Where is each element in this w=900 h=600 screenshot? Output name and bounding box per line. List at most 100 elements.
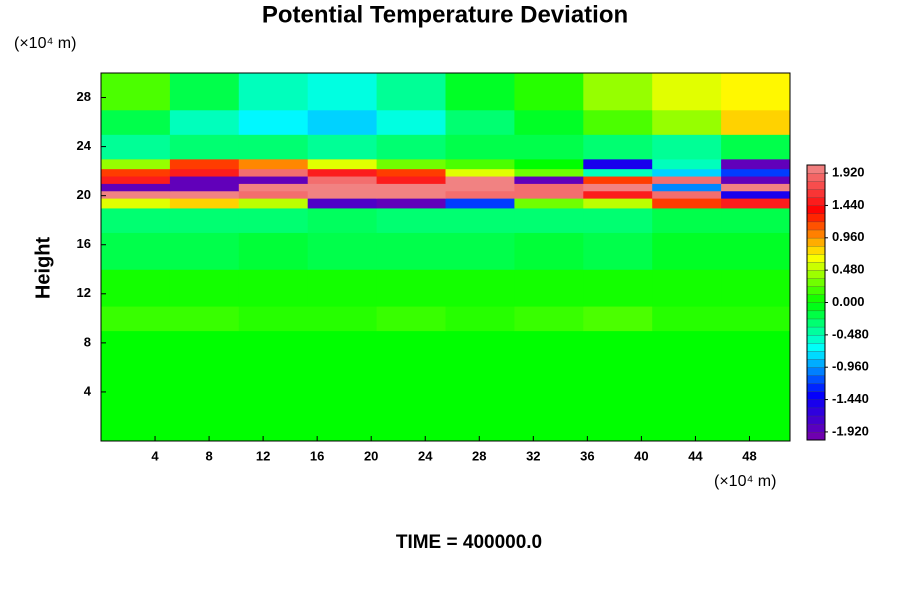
colorbar-band bbox=[806, 229, 826, 239]
cell bbox=[169, 306, 240, 332]
y-unit: (×10⁴ m) bbox=[14, 35, 76, 52]
colorbar-band bbox=[806, 261, 826, 271]
cell bbox=[101, 109, 171, 135]
cell bbox=[445, 183, 515, 192]
cell bbox=[307, 176, 378, 184]
x-tick-label: 4 bbox=[151, 448, 159, 463]
cell bbox=[721, 158, 791, 170]
cell bbox=[169, 232, 240, 270]
colorbar-label: 1.920 bbox=[832, 165, 865, 180]
cell bbox=[445, 109, 515, 135]
cell bbox=[583, 269, 653, 307]
cell bbox=[721, 134, 791, 160]
colorbar-band bbox=[806, 221, 826, 231]
colorbar-label: 0.480 bbox=[832, 262, 865, 277]
cell bbox=[445, 190, 515, 199]
cell bbox=[376, 198, 446, 209]
colorbar-label: -1.920 bbox=[832, 423, 869, 438]
cell bbox=[721, 330, 791, 442]
cell bbox=[376, 190, 446, 199]
cell bbox=[445, 330, 515, 442]
cell bbox=[238, 176, 309, 184]
colorbar-band bbox=[806, 302, 826, 312]
cell bbox=[514, 306, 584, 332]
colorbar-band bbox=[806, 172, 826, 182]
cell bbox=[101, 168, 171, 177]
colorbar-label: -0.480 bbox=[832, 326, 869, 341]
cell bbox=[445, 207, 515, 233]
colorbar-band bbox=[806, 423, 826, 433]
cell bbox=[307, 73, 378, 111]
cell bbox=[238, 109, 309, 135]
colorbar-band bbox=[806, 278, 826, 287]
cell bbox=[238, 183, 309, 192]
cell bbox=[445, 158, 515, 170]
cell bbox=[583, 73, 653, 111]
cell bbox=[652, 306, 722, 332]
cell bbox=[307, 158, 378, 170]
cell bbox=[583, 198, 653, 209]
cell bbox=[169, 109, 240, 135]
cell bbox=[101, 134, 171, 160]
colorbar-band bbox=[806, 399, 826, 409]
cell bbox=[376, 109, 446, 135]
cell bbox=[514, 232, 584, 270]
plot-frame bbox=[100, 72, 791, 442]
cell bbox=[652, 269, 722, 307]
cell bbox=[721, 109, 791, 135]
x-tick-label: 20 bbox=[364, 448, 378, 463]
cell bbox=[514, 134, 584, 160]
cell bbox=[514, 269, 584, 307]
chart-title: Potential Temperature Deviation bbox=[262, 1, 628, 28]
cell bbox=[721, 269, 791, 307]
cell bbox=[445, 232, 515, 270]
cell bbox=[514, 198, 584, 209]
y-tick-label: 16 bbox=[77, 236, 91, 251]
cell bbox=[376, 134, 446, 160]
colorbar-band bbox=[806, 213, 826, 223]
x-tick-label: 48 bbox=[742, 448, 756, 463]
y-tick-label: 20 bbox=[77, 187, 91, 202]
cell bbox=[101, 158, 171, 170]
cell bbox=[307, 168, 378, 177]
colorbar-band bbox=[806, 286, 826, 295]
cell bbox=[445, 134, 515, 160]
cell bbox=[376, 330, 446, 442]
cell bbox=[307, 232, 378, 270]
cell bbox=[307, 109, 378, 135]
cell bbox=[721, 207, 791, 233]
x-tick-label: 36 bbox=[580, 448, 594, 463]
cell bbox=[445, 176, 515, 184]
cell bbox=[721, 168, 791, 177]
cell bbox=[721, 306, 791, 332]
colorbar-label: -1.440 bbox=[832, 391, 869, 406]
cell bbox=[307, 190, 378, 199]
cell bbox=[514, 190, 584, 199]
y-tick-label: 8 bbox=[84, 334, 91, 349]
y-tick-label: 28 bbox=[77, 89, 91, 104]
cell bbox=[514, 176, 584, 184]
cell bbox=[376, 73, 446, 111]
cell bbox=[583, 190, 653, 199]
y-tick-label: 12 bbox=[77, 285, 91, 300]
colorbar-label: 0.960 bbox=[832, 229, 865, 244]
cell bbox=[652, 73, 722, 111]
colorbar-band bbox=[806, 383, 826, 392]
y-tick-label: 4 bbox=[84, 383, 92, 398]
colorbar-band bbox=[806, 294, 826, 303]
cell bbox=[445, 269, 515, 307]
x-tick-label: 32 bbox=[526, 448, 540, 463]
x-tick-label: 8 bbox=[205, 448, 212, 463]
y-tick-label: 24 bbox=[77, 138, 92, 153]
cell bbox=[307, 269, 378, 307]
colorbar-band bbox=[806, 164, 826, 174]
cell bbox=[583, 306, 653, 332]
cell bbox=[238, 168, 309, 177]
colorbar-band bbox=[806, 189, 826, 198]
colorbar-band bbox=[806, 375, 826, 384]
x-tick-label: 24 bbox=[418, 448, 433, 463]
cell bbox=[376, 168, 446, 177]
cell bbox=[583, 207, 653, 233]
cell bbox=[307, 134, 378, 160]
